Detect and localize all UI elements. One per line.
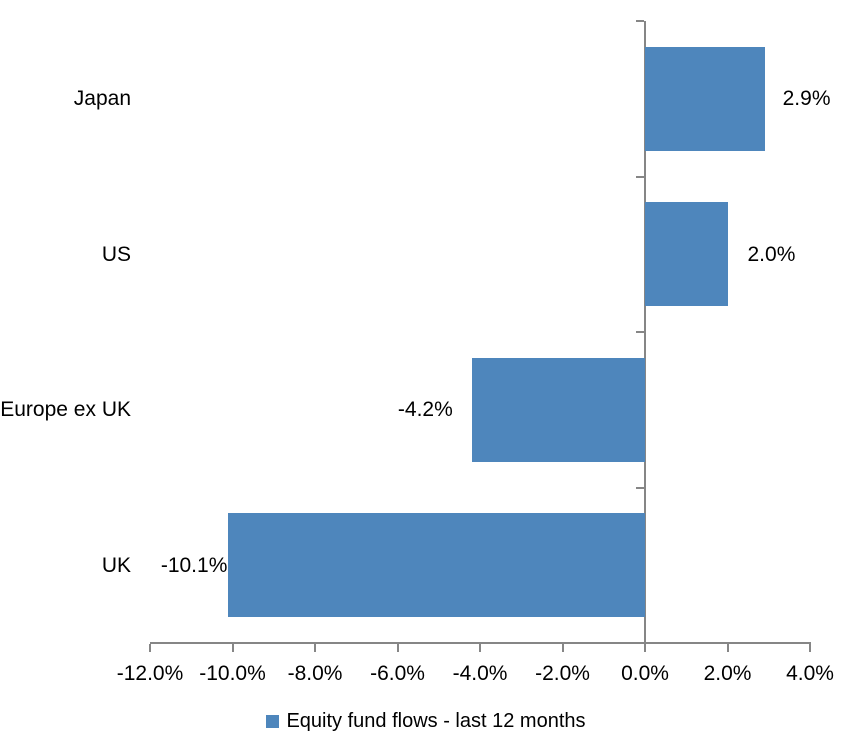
y-axis-line	[644, 21, 646, 643]
x-tick-label: 2.0%	[703, 662, 752, 685]
bar-uk	[228, 513, 645, 618]
x-tick-label: -12.0%	[116, 662, 184, 685]
x-axis-tick	[479, 644, 481, 652]
x-axis-tick	[809, 644, 811, 652]
category-tick	[636, 486, 644, 489]
legend: Equity fund flows - last 12 months	[0, 707, 852, 735]
bar-data-label: 2.9%	[782, 87, 831, 111]
bar-us	[645, 202, 728, 307]
category-label: Europe ex UK	[0, 398, 131, 422]
category-tick	[636, 175, 644, 178]
x-axis-tick	[149, 644, 151, 652]
bar-europe-ex-uk	[471, 357, 645, 462]
x-axis-tick	[231, 644, 234, 652]
x-axis-tick	[644, 644, 646, 652]
bar-data-label: 2.0%	[747, 242, 796, 266]
x-tick-label: -2.0%	[535, 662, 590, 685]
x-axis-tick	[396, 644, 399, 652]
x-tick-label: -8.0%	[287, 662, 343, 685]
category-label: Japan	[73, 87, 131, 111]
x-axis-tick	[726, 644, 729, 652]
bar-data-label: -10.1%	[160, 553, 228, 577]
x-tick-label: -6.0%	[370, 662, 425, 685]
bar-data-label: -4.2%	[397, 398, 453, 422]
category-label: UK	[101, 553, 131, 577]
x-axis-line	[150, 642, 811, 644]
category-label: US	[101, 242, 131, 266]
x-axis-tick	[561, 644, 564, 652]
category-tick	[636, 331, 644, 333]
x-tick-label: 4.0%	[786, 662, 834, 685]
x-tick-label: -10.0%	[199, 662, 266, 685]
legend-label: Equity fund flows - last 12 months	[286, 710, 586, 732]
legend-square-icon	[266, 714, 280, 728]
x-axis-tick	[314, 644, 316, 652]
category-tick	[636, 20, 644, 22]
bar-japan	[645, 46, 765, 151]
x-tick-label: -4.0%	[452, 662, 508, 685]
x-tick-label: 0.0%	[621, 662, 669, 685]
